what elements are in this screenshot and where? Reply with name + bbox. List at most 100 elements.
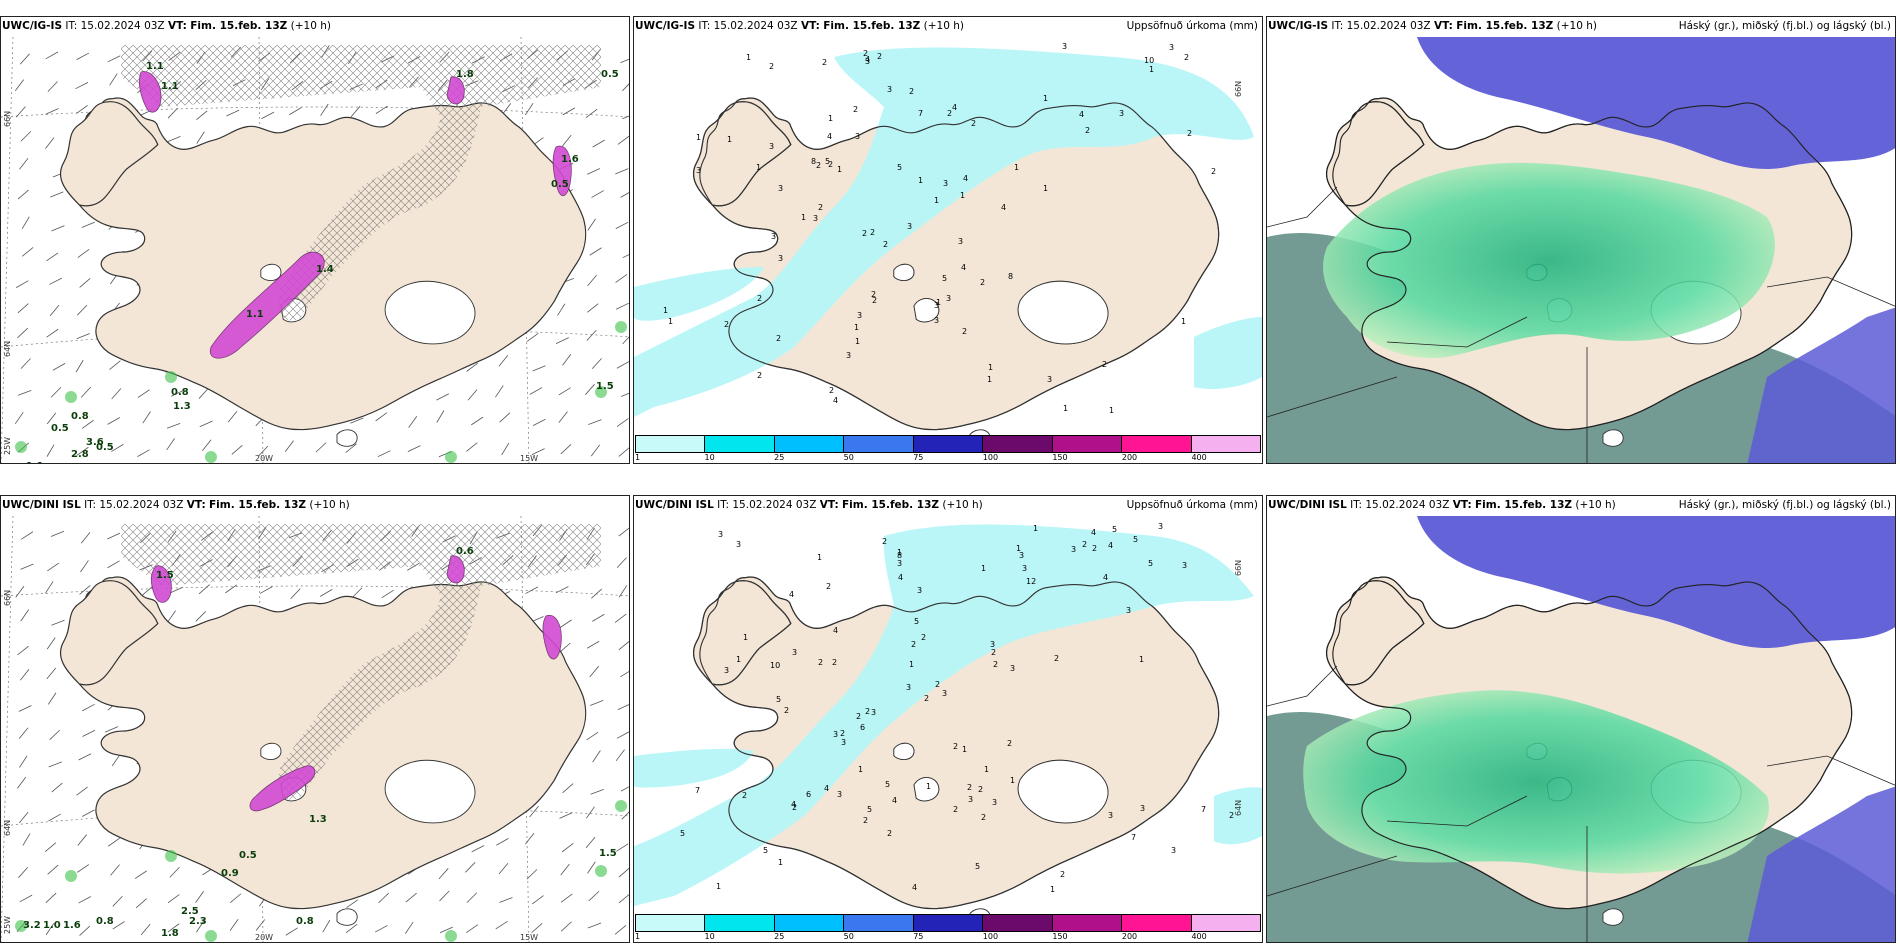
iceland-coastline (1332, 576, 1853, 910)
high-cloud-area (1323, 162, 1775, 358)
colorbar-segment (635, 435, 705, 453)
wind-barb (620, 671, 629, 678)
wind-barb (622, 254, 629, 259)
lat-label-66n: 66N (1234, 559, 1243, 576)
glacier-outline (893, 263, 915, 282)
meridian-line (520, 36, 530, 463)
precip-value-label: 3 (990, 640, 995, 649)
precip-value-label: 1 (988, 363, 993, 372)
map-canvas: 0.6 1.5 0.50.9 1.5 3.2 1.0 1.6 0.8 2.52.3 1.8 0.8 1… (1, 515, 629, 942)
snow-precip-patch (446, 555, 465, 584)
precip-value-label: 5 (1112, 525, 1117, 534)
region-boundaries (1267, 186, 1895, 463)
panel-top-right-clouds: UWC/IG-IS IT: 15.02.2024 03Z VT: Fim. 15… (1266, 16, 1896, 464)
wind-barb (50, 386, 62, 398)
wind-barb (466, 362, 479, 372)
vt-label: VT: (800, 20, 820, 32)
precip-value-label: 4 (824, 784, 829, 793)
colorbar-segment (635, 914, 705, 932)
precip-value-label: 1 (987, 375, 992, 384)
wind-barb (19, 157, 29, 170)
wind-barb (284, 440, 294, 453)
wind-barb (18, 390, 32, 396)
wind-barb (47, 692, 57, 705)
wind-barb (14, 412, 24, 425)
panel-header: UWC/DINI ISL IT: 15.02.2024 03Z VT: Fim.… (2, 499, 625, 515)
value-label: 2.5 (181, 906, 199, 917)
wind-barb (142, 411, 151, 424)
wind-barb (229, 919, 239, 931)
precip-value-label: 4 (1091, 528, 1096, 537)
wind-barb (525, 586, 539, 594)
wind-barb (49, 277, 63, 285)
wind-barb (590, 700, 604, 706)
colorbar-tick: 50 (843, 932, 854, 941)
mid-cloud-area (1747, 786, 1895, 942)
precip-value-label: 3 (1010, 664, 1015, 673)
precip-value-label: 2 (829, 386, 834, 395)
value-label: 0.6 (456, 546, 474, 557)
precip-value-label: 1 (981, 564, 986, 573)
wind-barb (76, 446, 89, 456)
wind-barb (77, 834, 87, 846)
wind-barb (622, 115, 629, 120)
precip-value-label: 10 (1144, 56, 1154, 65)
precip-value-label: 4 (961, 263, 966, 272)
wind-barb (438, 868, 449, 880)
panel-header: UWC/DINI ISL IT: 15.02.2024 03Z VT: Fim.… (635, 499, 1258, 515)
value-label: 0.8 (296, 916, 314, 927)
model-name: UWC/IG-IS (635, 20, 696, 32)
value-label: 1.8 (456, 69, 474, 80)
lat-label-64n: 64N (3, 819, 12, 836)
wind-barb (46, 328, 59, 338)
wind-barb (587, 303, 599, 313)
precip-value-label: 6 (806, 790, 811, 799)
wind-barb (588, 890, 600, 902)
precip-value-label: 1 (909, 660, 914, 669)
precip-value-label: 2 (826, 582, 831, 591)
wind-barb (496, 837, 509, 846)
precip-value-label: 1 (668, 317, 673, 326)
colorbar-segment (704, 435, 774, 453)
model-name: UWC/DINI ISL (1268, 499, 1347, 511)
wind-barb (48, 813, 61, 822)
precip-value-label: 2 (742, 791, 747, 800)
value-label: 0.5 (551, 179, 569, 190)
init-time: 15.02.2024 03Z (1365, 499, 1450, 511)
colorbar-segment (1121, 914, 1191, 932)
wind-barb (374, 925, 388, 933)
wind-barb (112, 895, 123, 907)
wind-barb (51, 619, 65, 626)
wind-barb (15, 280, 29, 288)
wind-barb (82, 703, 95, 712)
wind-barb (555, 586, 569, 594)
it-label: IT: (1331, 20, 1344, 32)
snow-hatch-area (121, 524, 601, 800)
panel-header: UWC/IG-IS IT: 15.02.2024 03Z VT: Fim. 15… (2, 20, 625, 36)
westfjords-coastline (1325, 580, 1425, 686)
precip-value-label: 5 (897, 163, 902, 172)
wind-barb (614, 613, 627, 623)
wind-barb (562, 134, 572, 147)
init-time: 15.02.2024 03Z (713, 20, 798, 32)
westfjords-coastline (1325, 101, 1425, 207)
panel-top-middle-precip: UWC/IG-IS IT: 15.02.2024 03Z VT: Fim. 15… (633, 16, 1263, 464)
precip-value-label: 2 (840, 729, 845, 738)
wind-barb (107, 560, 120, 569)
wind-barb (439, 926, 453, 934)
precip-value-label: 3 (1047, 375, 1052, 384)
colorbar-tick: 150 (1052, 932, 1068, 941)
precip-value-label: 2 (1102, 360, 1107, 369)
precip-value-label: 2 (953, 742, 958, 751)
colorbar-segment (1190, 435, 1261, 453)
glacier-outline (384, 759, 476, 824)
precip-colorbar (635, 435, 1261, 453)
wind-barb (78, 753, 92, 761)
precip-value-label: 2 (872, 296, 877, 305)
wind-barb (49, 304, 60, 317)
precip-value-label: 2 (924, 694, 929, 703)
precip-echo (165, 371, 177, 383)
model-name: UWC/IG-IS (1268, 20, 1329, 32)
wind-barb (202, 439, 212, 451)
precip-value-label: 2 (978, 785, 983, 794)
